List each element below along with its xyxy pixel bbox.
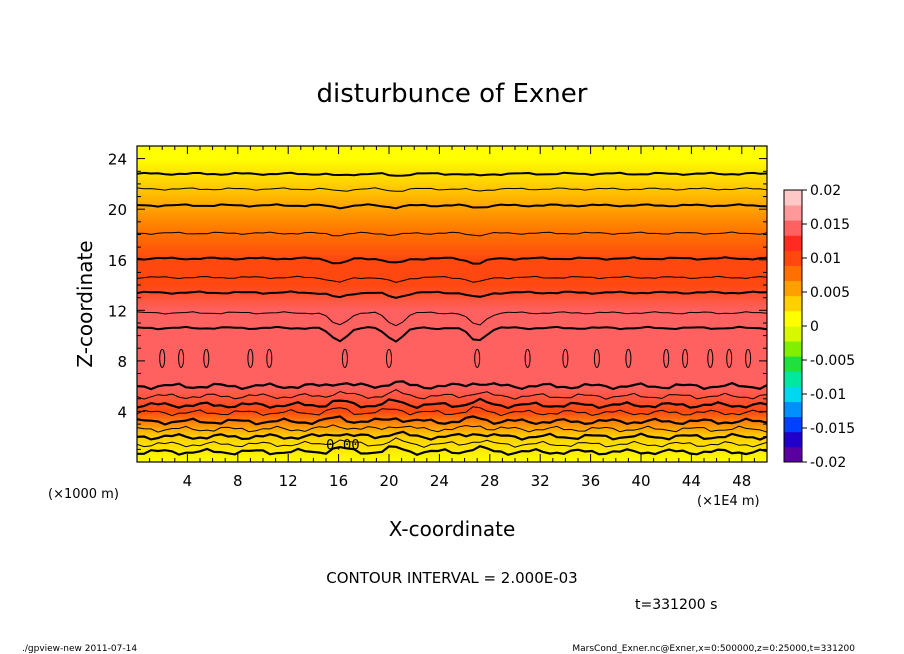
closed-contour [663, 348, 670, 368]
colorbar-tick-label: -0.005 [810, 353, 855, 369]
time-label: t=331200 s [635, 597, 717, 613]
closed-contour [386, 348, 392, 368]
contour-line [137, 275, 767, 283]
y-tick-label: 20 [108, 201, 127, 219]
chart-title: disturbunce of Exner [317, 79, 588, 109]
x-tick-label: 24 [430, 472, 449, 490]
contour-line [137, 203, 767, 210]
colorbar-band [784, 386, 802, 402]
colorbar: 0.02 0.015 0.01 0.005 0 -0.005 -0.01 -0.015 -0.0… [783, 183, 855, 471]
contour-line [137, 290, 767, 299]
contour-line [137, 397, 767, 410]
colorbar-band [784, 416, 802, 433]
contour-line [137, 406, 767, 417]
contour-line [137, 430, 767, 441]
closed-contour [178, 348, 185, 368]
contour-line [137, 311, 767, 327]
closed-contour [524, 348, 531, 368]
y-tick-label: 4 [117, 403, 127, 421]
colorbar-band [784, 220, 802, 236]
contour-line [137, 445, 767, 456]
footer-left-text: ./gpview-new 2011-07-14 [22, 644, 137, 654]
colorbar-band [784, 431, 802, 448]
contour-label: 0.00 [326, 437, 360, 453]
colorbar-band [784, 280, 802, 297]
closed-contour [474, 348, 481, 368]
closed-contour [682, 348, 689, 368]
x-tick-label: 48 [732, 472, 751, 490]
contour-interval-text: CONTOUR INTERVAL = 2.000E-03 [326, 569, 577, 587]
x-unit-label: (×1E4 m) [697, 494, 760, 509]
closed-contour [341, 348, 348, 368]
colorbar-band [784, 295, 802, 312]
closed-contour [593, 348, 600, 368]
colorbar-band [784, 341, 802, 357]
colorbar-tick-label: 0.02 [810, 183, 841, 199]
colorbar-band [784, 235, 802, 251]
y-axis-label: Z-coordinate [73, 240, 97, 367]
x-tick-label: 8 [233, 472, 243, 490]
closed-contour [726, 348, 733, 368]
colorbar-tick-label: 0.01 [810, 251, 841, 267]
x-tick-label: 16 [329, 472, 348, 490]
contour-line [137, 424, 767, 433]
contour-line [137, 389, 767, 400]
contour-line [137, 437, 767, 448]
closed-contour [203, 348, 210, 368]
closed-contour [707, 348, 714, 368]
closed-contour [159, 348, 166, 368]
contour-lines: 0.00 [137, 171, 767, 456]
x-axis-ticks: 4 8 12 16 20 24 28 32 36 40 44 48 [149, 146, 755, 490]
colorbar-band [784, 326, 802, 342]
contour-line [137, 415, 767, 426]
contour-line [137, 231, 767, 237]
colorbar-band [784, 356, 802, 372]
y-tick-label: 8 [117, 353, 127, 371]
x-tick-label: 12 [279, 472, 298, 490]
colorbar-tick-label: -0.015 [810, 421, 855, 437]
y-axis-ticks: 4 8 12 16 20 24 [108, 151, 767, 450]
colorbar-band [784, 205, 802, 221]
x-axis-label: X-coordinate [389, 517, 516, 541]
colorbar-band [784, 310, 802, 327]
colorbar-band [784, 190, 802, 206]
colorbar-band [784, 446, 802, 463]
y-tick-label: 16 [108, 252, 127, 270]
x-tick-label: 40 [631, 472, 650, 490]
closed-contour [745, 348, 752, 368]
contour-line [137, 171, 767, 177]
x-tick-label: 32 [531, 472, 550, 490]
field-fill [137, 146, 767, 462]
colorbar-band [784, 401, 802, 418]
contour-line [137, 187, 767, 192]
colorbar-band [784, 371, 802, 387]
y-tick-label: 24 [108, 151, 127, 169]
x-tick-label: 4 [183, 472, 193, 490]
contour-line [137, 325, 767, 343]
y-unit-label: (×1000 m) [48, 487, 119, 502]
y-tick-label: 12 [108, 302, 127, 320]
contour-line [137, 256, 767, 265]
colorbar-tick-label: 0.005 [810, 285, 850, 301]
closed-contour [625, 348, 632, 368]
colorbar-tick-label: 0.015 [810, 217, 850, 233]
footer-right-text: MarsCond_Exner.nc@Exner,x=0:500000,z=0:2… [572, 644, 855, 654]
colorbar-tick-label: 0 [810, 319, 819, 335]
x-tick-label: 36 [581, 472, 600, 490]
closed-contour [247, 348, 254, 368]
x-tick-label: 44 [682, 472, 701, 490]
x-tick-label: 20 [379, 472, 398, 490]
contour-line [137, 380, 767, 391]
colorbar-band [784, 265, 802, 282]
closed-contour [266, 348, 273, 368]
colorbar-band [784, 250, 802, 266]
colorbar-tick-label: -0.02 [810, 455, 846, 471]
x-tick-label: 28 [480, 472, 499, 490]
colorbar-tick-label: -0.01 [810, 387, 846, 403]
closed-contour [562, 348, 569, 368]
